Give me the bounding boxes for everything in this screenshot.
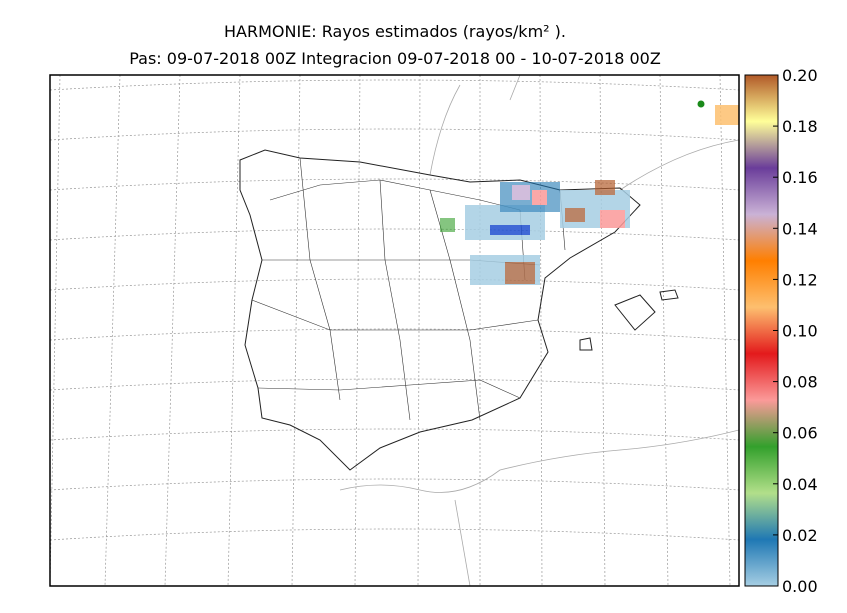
graticule: [50, 75, 739, 586]
colorbar-tick-label: 0.06: [782, 424, 818, 443]
subtitle: Pas: 09-07-2018 00Z Integracion 09-07-20…: [129, 49, 661, 68]
map-frame: [49, 74, 740, 587]
colorbar: 0.00 0.02 0.04 0.06 0.08 0.10 0.12 0.14 0.16 0.18…: [744, 66, 818, 596]
balearics: [579, 289, 679, 351]
colorbar-tick-label: 0.00: [782, 577, 818, 596]
colorbar-tick-label: 0.14: [782, 219, 818, 238]
title: HARMONIE: Rayos estimados (rayos/km² ).: [224, 22, 566, 41]
colorbar-tick-label: 0.18: [782, 117, 818, 136]
map: [49, 74, 740, 587]
france-coast: [429, 75, 739, 191]
point: [697, 100, 705, 108]
colorbar-tick-label: 0.16: [782, 168, 818, 187]
lightning-field: [440, 105, 739, 285]
colorbar-tick-label: 0.02: [782, 526, 818, 545]
iberia: [239, 149, 641, 471]
colorbar-tick-label: 0.04: [782, 475, 818, 494]
africa-coast: [339, 429, 739, 586]
colorbar-tick-label: 0.10: [782, 322, 818, 341]
colorbar-ramp: [744, 74, 779, 587]
colorbar-tick-label: 0.20: [782, 66, 818, 85]
colorbar-tick-label: 0.12: [782, 270, 818, 289]
colorbar-tick-label: 0.08: [782, 373, 818, 392]
